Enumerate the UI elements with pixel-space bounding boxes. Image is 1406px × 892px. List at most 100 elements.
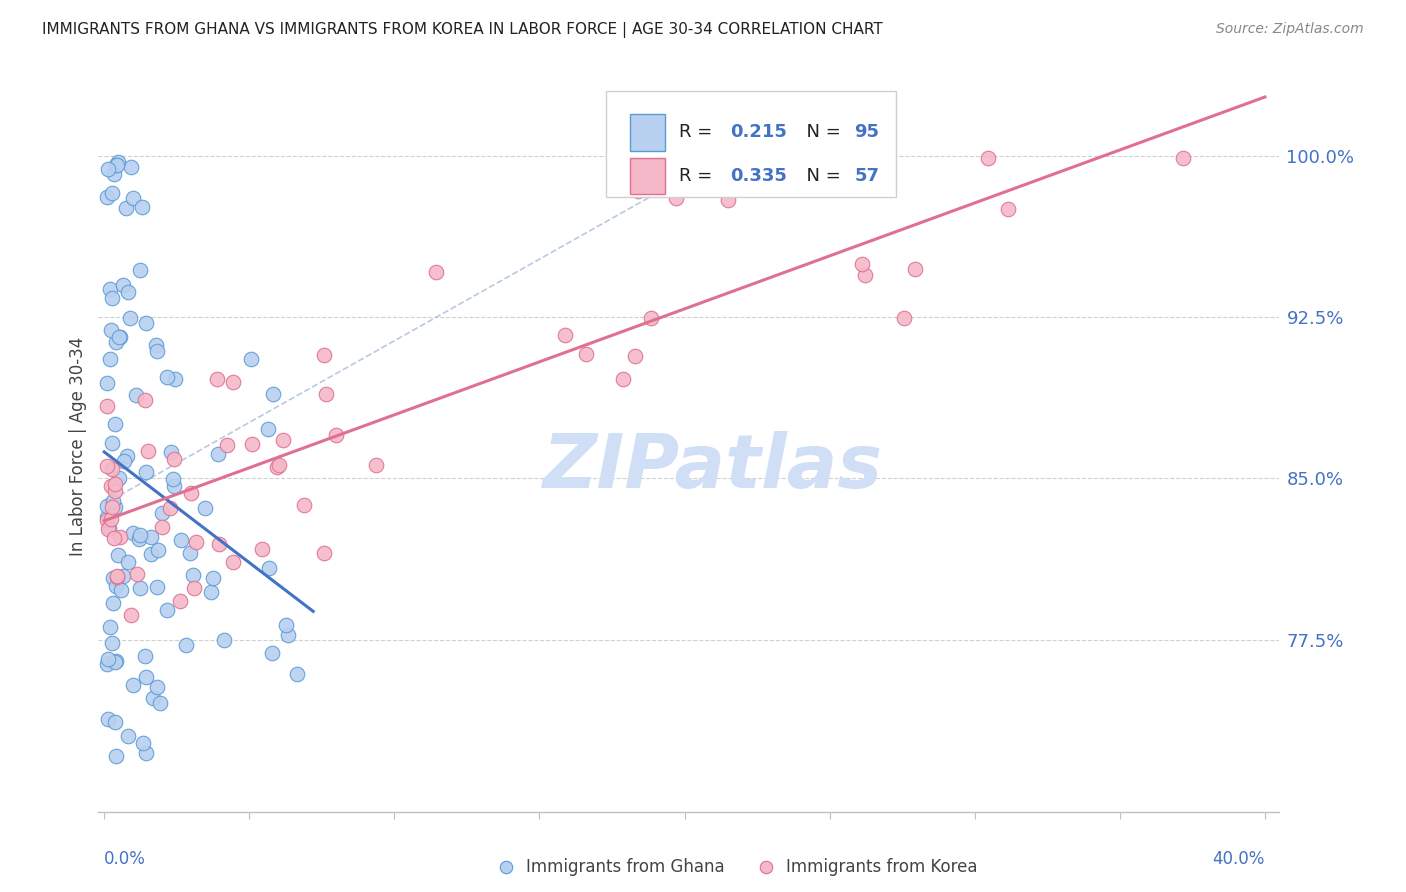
- Point: [612, 372, 634, 386]
- Point: [194, 500, 217, 515]
- Text: R =: R =: [679, 167, 718, 185]
- Point: [117, 730, 139, 744]
- Point: [134, 392, 156, 407]
- Point: [101, 571, 124, 585]
- Point: [149, 696, 172, 710]
- Point: [101, 494, 124, 508]
- Point: [146, 580, 169, 594]
- Point: [98, 281, 121, 295]
- Point: [181, 568, 204, 582]
- Point: [148, 542, 170, 557]
- Point: [115, 202, 138, 216]
- Point: [125, 388, 148, 402]
- Point: [104, 417, 127, 431]
- Point: [100, 323, 122, 337]
- Point: [976, 151, 998, 165]
- Point: [129, 262, 152, 277]
- FancyBboxPatch shape: [606, 91, 896, 197]
- Point: [97, 521, 120, 535]
- Y-axis label: In Labor Force | Age 30-34: In Labor Force | Age 30-34: [69, 336, 87, 556]
- Point: [640, 311, 662, 326]
- Point: [200, 585, 222, 599]
- Point: [997, 202, 1019, 217]
- Point: [105, 748, 128, 763]
- Point: [97, 652, 120, 666]
- Point: [120, 608, 142, 623]
- Point: [121, 191, 143, 205]
- Point: [215, 438, 238, 452]
- Point: [292, 498, 315, 512]
- Point: [105, 158, 128, 172]
- Point: [260, 646, 283, 660]
- Point: [366, 458, 388, 473]
- Point: [146, 681, 169, 695]
- Text: ZIPatlas: ZIPatlas: [543, 432, 883, 505]
- Point: [207, 447, 229, 461]
- Point: [1171, 151, 1194, 165]
- Point: [208, 537, 231, 551]
- Text: 57: 57: [855, 167, 879, 185]
- FancyBboxPatch shape: [630, 158, 665, 194]
- Point: [274, 617, 297, 632]
- Point: [314, 546, 336, 560]
- Point: [156, 603, 179, 617]
- Point: [97, 712, 120, 726]
- Point: [101, 186, 124, 200]
- Text: N =: N =: [796, 167, 846, 185]
- Point: [111, 278, 134, 293]
- Point: [117, 285, 139, 299]
- Text: 95: 95: [855, 123, 879, 142]
- Point: [129, 527, 152, 541]
- Point: [103, 531, 125, 545]
- Point: [103, 596, 125, 610]
- Text: 40.0%: 40.0%: [1212, 850, 1265, 869]
- FancyBboxPatch shape: [630, 114, 665, 151]
- Point: [325, 427, 347, 442]
- Point: [107, 155, 129, 169]
- Point: [285, 666, 308, 681]
- Point: [135, 316, 157, 330]
- Point: [132, 737, 155, 751]
- Point: [271, 433, 294, 447]
- Point: [104, 500, 127, 514]
- Point: [257, 561, 280, 575]
- Point: [150, 520, 173, 534]
- Point: [104, 476, 127, 491]
- Point: [105, 569, 128, 583]
- Point: [131, 201, 153, 215]
- Point: [159, 500, 181, 515]
- Point: [115, 449, 138, 463]
- Point: [127, 567, 149, 582]
- Point: [105, 654, 128, 668]
- Point: [104, 484, 127, 499]
- Point: [627, 184, 650, 198]
- Point: [96, 657, 118, 671]
- Text: Source: ZipAtlas.com: Source: ZipAtlas.com: [1216, 22, 1364, 37]
- Point: [136, 443, 159, 458]
- Point: [101, 462, 124, 476]
- Point: [98, 351, 121, 366]
- Point: [156, 370, 179, 384]
- Point: [853, 268, 876, 282]
- Point: [128, 533, 150, 547]
- Point: [96, 376, 118, 390]
- Point: [97, 161, 120, 176]
- Point: [121, 678, 143, 692]
- Point: [117, 555, 139, 569]
- Point: [257, 422, 280, 436]
- Point: [163, 479, 186, 493]
- Point: [851, 257, 873, 271]
- Point: [163, 452, 186, 467]
- Point: [128, 581, 150, 595]
- Point: [142, 690, 165, 705]
- Point: [97, 522, 120, 536]
- Point: [222, 555, 245, 569]
- Point: [104, 579, 127, 593]
- Point: [98, 620, 121, 634]
- Point: [150, 506, 173, 520]
- Point: [262, 387, 284, 401]
- Point: [96, 512, 118, 526]
- Point: [108, 330, 131, 344]
- Point: [145, 338, 167, 352]
- Point: [96, 510, 118, 524]
